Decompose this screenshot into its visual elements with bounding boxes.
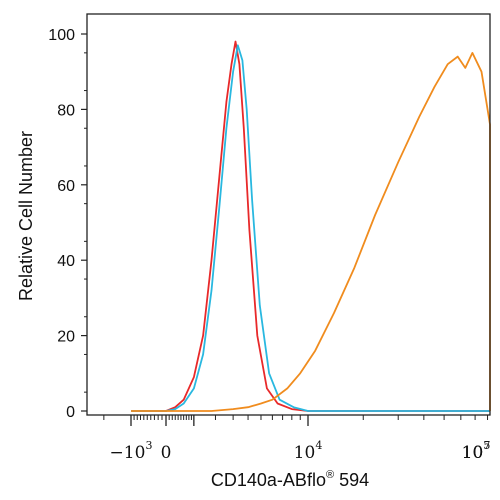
x-tick-label: −103 — [110, 439, 153, 463]
x-axis-label-main: CD140a-ABflo — [211, 470, 326, 490]
y-tick-label: 0 — [66, 404, 75, 421]
y-tick-label: 80 — [57, 102, 75, 119]
histogram-series-1 — [131, 40, 490, 412]
x-axis-label: CD140a-ABflo® 594 — [211, 469, 369, 490]
y-axis-ticks — [81, 33, 87, 412]
y-tick-label: 40 — [57, 253, 75, 270]
x-axis-label-tail: 594 — [334, 470, 369, 490]
y-axis-label: Relative Cell Number — [16, 131, 36, 301]
x-tick-label: 104 — [294, 439, 323, 463]
y-tick-label: 20 — [57, 329, 75, 346]
plot-frame — [86, 13, 491, 416]
y-axis-tick-labels: 0 20 40 60 80 100 — [48, 27, 75, 421]
x-axis-ticks — [103, 415, 489, 426]
x-tick-label: 0 — [161, 443, 172, 463]
x-tick-label: 107 — [462, 439, 491, 463]
y-tick-label: 100 — [48, 27, 75, 44]
x-axis-label-sup: ® — [326, 469, 334, 481]
y-tick-label: 60 — [57, 178, 75, 195]
x-tick-label: 105 — [462, 439, 491, 463]
